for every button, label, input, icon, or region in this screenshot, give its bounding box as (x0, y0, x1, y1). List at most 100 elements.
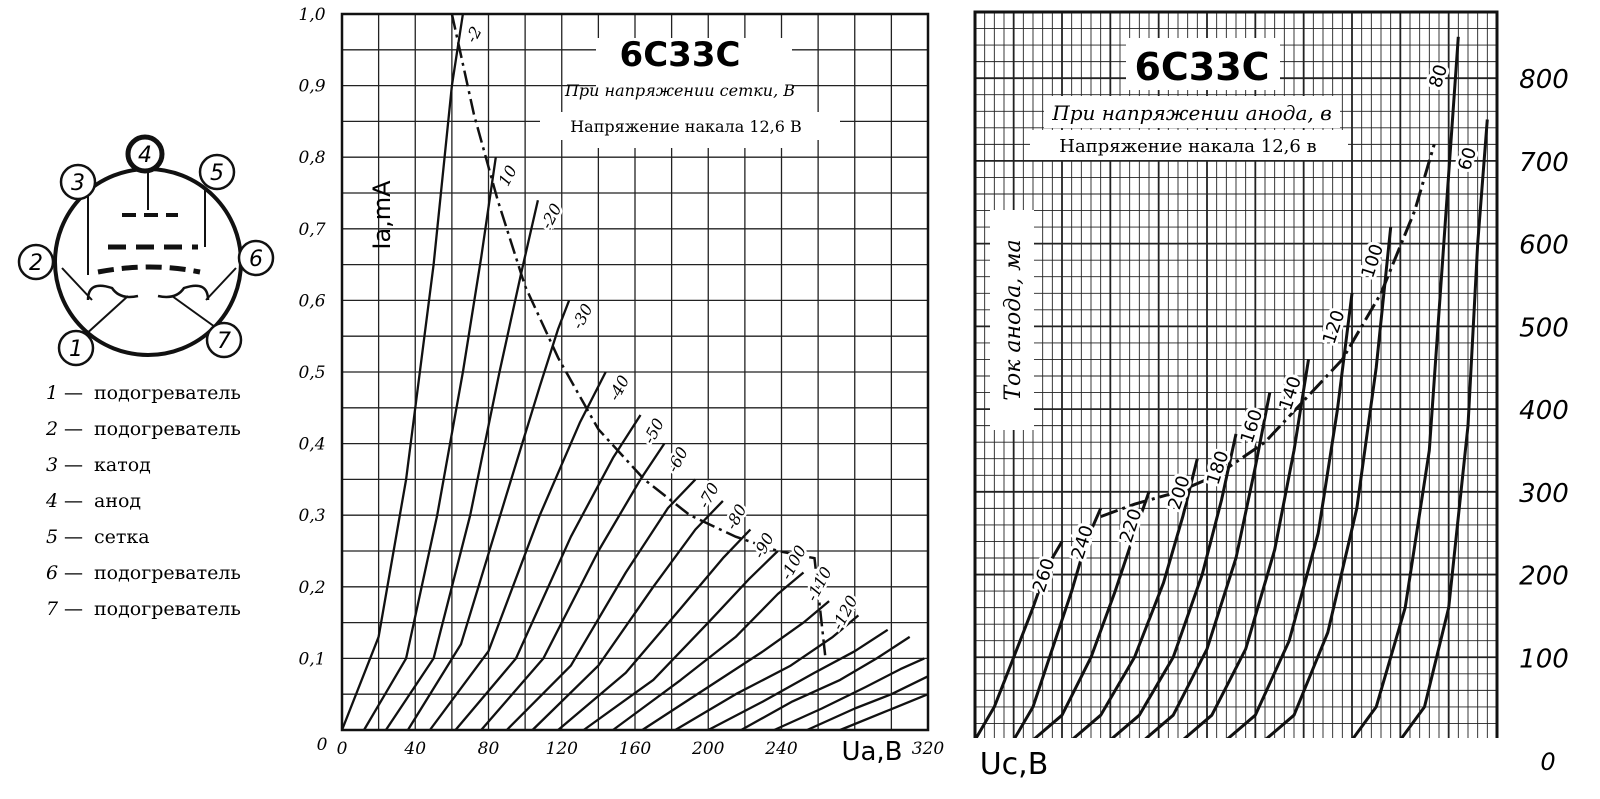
pin-2-lead (61, 267, 93, 301)
legend-text-4: анод (94, 490, 141, 512)
chart1-note: Напряжение накала 12,6 В (570, 117, 802, 136)
pin-5-number: 5 (210, 161, 224, 186)
pin-6-bubble (237, 239, 275, 277)
pin-2-number: 2 (29, 251, 43, 276)
chart1-curve--170 (806, 675, 929, 732)
chart1-ytick: 0,7 (298, 220, 325, 240)
legend-num-3: 3 (46, 454, 58, 476)
chart1-xtick: 40 (403, 739, 426, 759)
legend-dash-6: — (64, 562, 83, 584)
chart1-ytick: 0,2 (298, 578, 325, 598)
chart2-curve-label-160: 160 (1237, 407, 1268, 446)
chart1-xtick: 240 (764, 739, 798, 759)
pin-5-bubble (198, 153, 236, 191)
pin-2-bubble (17, 243, 55, 281)
chart2-curve-60 (1399, 119, 1489, 741)
chart1-curve-label--30: -30 (568, 301, 597, 333)
pin-1-bubble (57, 329, 95, 367)
chart1-note-bg (540, 112, 840, 140)
chart1-curve--80 (531, 500, 724, 731)
chart2-curve-120 (1225, 293, 1354, 742)
chart1-xtick: 160 (619, 739, 652, 759)
cathode-electrode (97, 264, 201, 275)
legend-text-1: подогреватель (94, 382, 241, 404)
chart2-ytick: 300 (1519, 479, 1569, 509)
legend-text-5: сетка (94, 526, 150, 548)
chart1-origin-tick: 0 (317, 735, 328, 755)
legend-dash-3: — (64, 454, 83, 476)
chart1-curve-label--10: 10 (495, 162, 521, 189)
chart1-curve-label--50: -50 (639, 415, 668, 447)
chart2-ytick: 800 (1519, 65, 1569, 95)
chart1-curve--150 (740, 635, 911, 732)
chart1-curve--180 (839, 693, 929, 732)
chart1-curve-label--90: -90 (749, 530, 778, 562)
chart1-ytick: 1,0 (298, 5, 325, 25)
legend-num-6: 6 (46, 562, 58, 584)
chart2-curve-160 (1143, 392, 1272, 742)
chart1-title: 6С33С (620, 35, 741, 75)
chart1-curve-label--80: -80 (722, 501, 751, 533)
chart1-xtick: 320 (912, 739, 945, 759)
chart1-curve--50 (454, 414, 642, 731)
chart2-curve-140 (1181, 359, 1310, 742)
chart1-curve--110 (612, 571, 805, 731)
chart1-xlabel: Ua,B (841, 737, 902, 767)
chart1-ylabel: Ia,mA (368, 180, 396, 250)
chart1-curve--70 (505, 478, 697, 731)
chart2-xtick: 0 (1540, 748, 1555, 776)
chart2-curve-200 (1070, 458, 1199, 742)
legend-num-4: 4 (45, 490, 58, 512)
chart1-curve-label--40: -40 (604, 372, 633, 404)
chart1-ytick: 0,6 (298, 291, 325, 311)
chart1-ytick: 0,5 (298, 363, 325, 383)
pin-7-bubble (205, 321, 243, 359)
chart1-curve--20 (384, 199, 540, 731)
legend-text-2: подогреватель (94, 418, 241, 440)
chart1-xtick: 200 (691, 739, 725, 759)
plate-characteristics-chart: -210-20-30-40-50-60-70-80-90-100-110-120… (298, 5, 944, 767)
pin-legend: 1 — подогреватель 2 — подогреватель 3 — катод 4 — а… (45, 382, 241, 620)
chart2-ytick: 100 (1519, 644, 1569, 674)
chart1-curve--2 (340, 13, 465, 731)
legend-dash-1: — (64, 382, 83, 404)
chart1-curve-label--110: -110 (802, 564, 836, 605)
chart2-curve-260 (973, 540, 1064, 741)
legend-text-3: катод (94, 454, 151, 476)
pin-3-number: 3 (71, 171, 85, 196)
chart2-ytick: 200 (1519, 562, 1569, 592)
legend-text-6: подогреватель (94, 562, 241, 584)
chart1-curve-label--60: -60 (663, 444, 692, 476)
chart2-ylabel: Ток анода, ма (1001, 239, 1026, 400)
pin-7-number: 7 (217, 329, 231, 354)
heater-left (86, 284, 139, 301)
chart1-subtitle: При напряжении сетки, В (564, 81, 795, 100)
heater-right (157, 284, 210, 301)
chart1-ytick: 0,1 (298, 649, 325, 669)
chart1-frame (340, 12, 930, 732)
chart2-xaxis-bg (970, 738, 1500, 786)
chart2-title-box-bg (1126, 38, 1280, 90)
legend-num-7: 7 (46, 598, 59, 620)
chart1-curve--90 (557, 528, 752, 731)
pin-4-number: 4 (138, 143, 152, 168)
chart1-curve--140 (707, 628, 889, 732)
pin-6-number: 6 (249, 247, 263, 272)
chart1-curve--10 (363, 157, 497, 731)
legend-dash-5: — (64, 526, 83, 548)
chart1-curve-label--2: -2 (462, 23, 486, 46)
chart2-curve-240 (1012, 507, 1103, 741)
chart1-load-line (450, 13, 827, 659)
chart2-ylabel-bg (990, 210, 1034, 430)
chart1-xtick: 0 (337, 739, 348, 759)
pin-4-bubble (125, 134, 165, 174)
chart2-title: 6С33С (1134, 45, 1269, 89)
chart2-ytick: 600 (1519, 231, 1569, 261)
chart1-ytick: 0,9 (298, 77, 325, 97)
legend-dash-4: — (64, 490, 83, 512)
pin-1-lead (83, 295, 129, 337)
chart1-ytick: 0,4 (298, 435, 325, 455)
chart2-subtitle: При напряжении анода, в (1051, 101, 1331, 125)
base-pinout-diagram: 1 2 3 4 5 6 7 (17, 134, 275, 367)
